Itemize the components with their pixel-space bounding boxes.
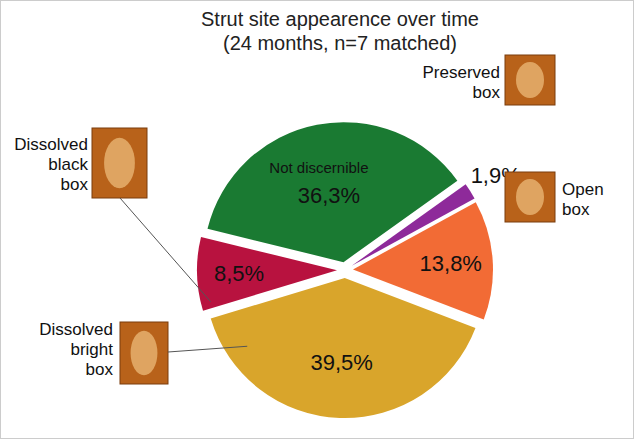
thumbnail-bg: [505, 55, 555, 105]
leader-line: [120, 198, 211, 302]
thumbnail: [120, 322, 168, 384]
thumbnail: [92, 128, 147, 198]
category-label: Preservedbox: [423, 63, 501, 102]
slice: [211, 278, 476, 418]
data-label: 13,8%: [420, 251, 482, 276]
data-label: 39,5%: [311, 350, 373, 375]
data-label: 36,3%: [298, 183, 360, 208]
chart: Strut site appearence over time(24 month…: [0, 0, 634, 439]
thumbnail-detail: [104, 138, 135, 188]
title: Strut site appearence over time: [201, 8, 479, 30]
thumbnail: [505, 55, 555, 105]
labels: 1,9%Preservedbox13,8%Openbox39,5%Dissolv…: [14, 55, 603, 384]
thumbnail-bg: [92, 128, 147, 198]
category-label: Dissolvedblackbox: [14, 135, 88, 194]
category-label: Dissolvedbrightbox: [39, 320, 113, 379]
frame: [1, 1, 634, 439]
subtitle: (24 months, n=7 matched): [223, 32, 457, 54]
thumbnail-bg: [120, 322, 168, 384]
thumbnail-detail: [131, 331, 158, 376]
thumbnail-bg: [505, 172, 555, 222]
thumbnail-detail: [516, 62, 544, 98]
pie: [197, 122, 493, 418]
data-label: 8,5%: [214, 261, 264, 286]
leader-line: [168, 346, 247, 352]
slice: [207, 122, 457, 262]
category-label: Openbox: [562, 180, 604, 219]
category-label: Not discernible: [269, 159, 368, 176]
thumbnail: [505, 172, 555, 222]
thumbnail-detail: [516, 179, 544, 215]
